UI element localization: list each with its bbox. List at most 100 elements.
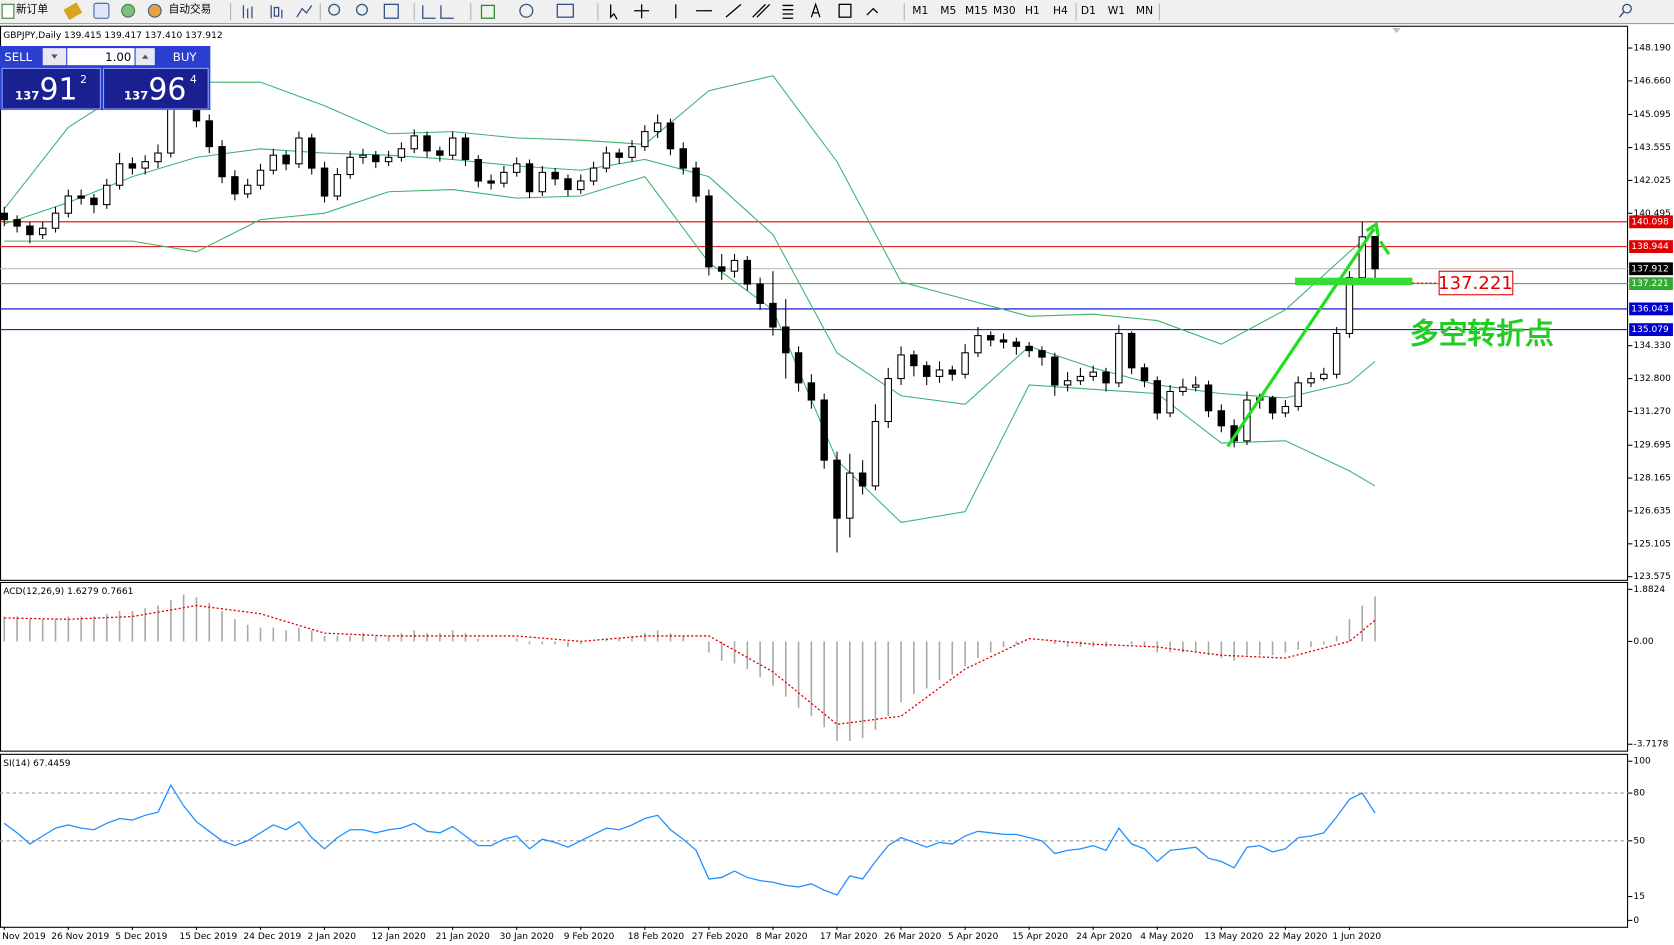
text-icon[interactable] <box>810 2 821 18</box>
candle-body <box>666 122 675 150</box>
cursor-icon[interactable] <box>610 4 618 20</box>
y-tick-label: 132.800 <box>1633 374 1671 384</box>
candle-body <box>154 152 162 163</box>
x-tick-label: 1 Jun 2020 <box>1332 932 1381 942</box>
zoom-in-icon[interactable] <box>328 3 341 16</box>
timeframe-button[interactable]: H4 <box>1053 4 1068 17</box>
channel-icon[interactable] <box>752 3 771 18</box>
y-tick-label: 15 <box>1633 892 1645 902</box>
timeframe-button[interactable]: H1 <box>1025 4 1040 17</box>
buy-button[interactable]: BUY <box>173 50 198 64</box>
candle-body <box>1179 386 1187 392</box>
sell-button[interactable]: SELL <box>4 50 32 64</box>
timeframe-button[interactable]: M15 <box>965 4 988 17</box>
candle-body <box>346 156 354 176</box>
ask-box[interactable] <box>103 67 209 110</box>
new-order-icon[interactable] <box>1 3 15 19</box>
auto-trading-button[interactable]: 自动交易 <box>169 3 212 16</box>
panel-title: ACD(12,26,9) 1.6279 0.7661 <box>3 587 133 597</box>
template-icon[interactable] <box>556 3 574 18</box>
arrows-icon[interactable] <box>866 7 879 16</box>
price-level-label: 135.079 <box>1631 325 1669 335</box>
icon[interactable] <box>63 2 83 21</box>
candle-body <box>13 219 21 227</box>
timeframe-button[interactable]: D1 <box>1081 4 1096 17</box>
price-level-label: 138.944 <box>1631 242 1669 252</box>
candle-icon[interactable] <box>270 5 283 19</box>
candle-body <box>1063 380 1072 386</box>
candle-body <box>999 339 1008 343</box>
price-level-tag <box>1629 215 1673 229</box>
volume-field[interactable] <box>67 48 135 66</box>
price-level-tag <box>1629 262 1673 276</box>
bid-box[interactable] <box>1 67 101 110</box>
candle-body <box>77 195 85 199</box>
pullback-arrow <box>1379 240 1391 256</box>
timeframe-button[interactable]: MN <box>1136 4 1153 17</box>
search-icon[interactable] <box>1622 3 1632 14</box>
candle-body <box>1038 350 1046 358</box>
timeframe-group: M1 M5 M15 M30 H1 H4 D1 W1 MN <box>912 4 1153 17</box>
auto-trading-icon[interactable] <box>147 3 162 18</box>
period-icon[interactable] <box>519 3 534 18</box>
y-tick-label: 80 <box>1633 789 1645 799</box>
x-tick-label: 18 Feb 2020 <box>628 932 685 942</box>
indicators-icon[interactable] <box>480 4 495 19</box>
volume-value[interactable]: 1.00 <box>105 50 131 64</box>
candle-body <box>38 227 47 236</box>
y-tick-label: 0 <box>1633 916 1639 926</box>
candle-body <box>1204 384 1213 412</box>
zoom-out-icon[interactable] <box>355 3 368 16</box>
x-tick-label: 5 Dec 2019 <box>115 932 167 942</box>
x-tick-label: 15 Apr 2020 <box>1012 932 1068 942</box>
price-level-label: 140.098 <box>1631 217 1669 227</box>
x-tick-label: 12 Jan 2020 <box>372 932 427 942</box>
icon[interactable] <box>93 2 110 19</box>
candle-body <box>461 137 470 161</box>
price-callout-box <box>1438 270 1514 296</box>
candle-body <box>487 180 495 184</box>
main-panel-frame <box>0 25 1629 581</box>
candle-body <box>628 146 636 158</box>
candle-body <box>986 335 995 341</box>
candle-body <box>564 178 572 191</box>
candle-body <box>756 283 764 304</box>
timeframe-button[interactable]: M30 <box>993 4 1016 17</box>
price-level-tag <box>1629 240 1673 254</box>
tile-icon[interactable] <box>383 3 399 19</box>
candle-body <box>128 163 137 169</box>
trendline-icon[interactable] <box>725 3 742 18</box>
label-icon[interactable] <box>838 3 852 18</box>
toolbar: 新订单 自动交易 <box>0 0 1674 25</box>
line-icon[interactable] <box>296 5 313 18</box>
candle-body <box>589 167 598 182</box>
candle-body <box>423 135 431 152</box>
candle-body <box>64 195 73 214</box>
rsi-line <box>3 783 1376 896</box>
price-level-tag <box>1629 323 1673 337</box>
price-level-label: 136.043 <box>1631 304 1669 314</box>
x-tick-label: 17 Mar 2020 <box>820 932 878 942</box>
scroll-icon[interactable] <box>422 5 454 19</box>
new-order-button[interactable]: 新订单 <box>16 3 48 16</box>
candle-body <box>474 158 483 182</box>
timeframe-button[interactable]: W1 <box>1108 4 1125 17</box>
icon[interactable] <box>121 3 136 18</box>
separators <box>230 3 1160 21</box>
bar-chart-icon[interactable] <box>242 5 253 19</box>
price-level-tag <box>1629 277 1673 291</box>
candle-body <box>577 180 585 191</box>
candle-body <box>410 135 418 150</box>
candle-body <box>500 171 508 184</box>
timeframe-button[interactable]: M5 <box>940 4 956 17</box>
plot-layer: GBPJPY,Daily 139.415 139.417 137.410 137… <box>0 31 1673 942</box>
crosshair-icon[interactable] <box>634 4 650 19</box>
x-tick-label: 2 Jan 2020 <box>307 932 356 942</box>
candle-body <box>858 472 867 487</box>
ask-fraction: 4 <box>190 73 197 86</box>
y-tick-label: 123.575 <box>1633 572 1670 582</box>
candle-body <box>922 365 931 377</box>
timeframe-button[interactable]: M1 <box>912 4 928 17</box>
fibo-icon[interactable] <box>782 4 794 19</box>
